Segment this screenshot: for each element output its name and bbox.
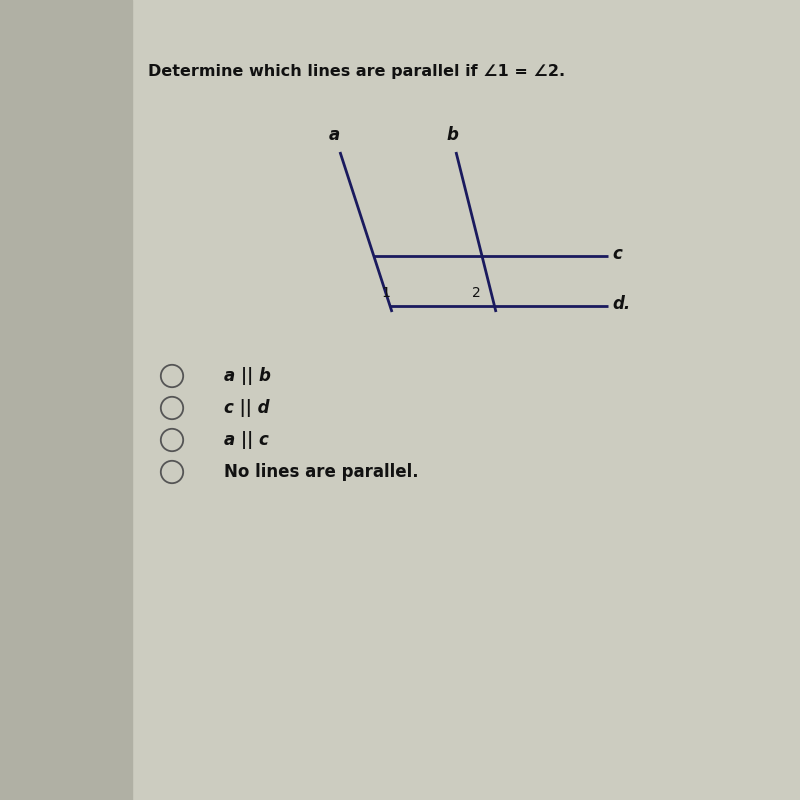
Text: 2: 2 [472,286,481,300]
Bar [0,0,132,800]
Text: 1: 1 [382,286,390,300]
Text: Determine which lines are parallel if ∠1 = ∠2.: Determine which lines are parallel if ∠1… [148,64,565,79]
Text: a: a [329,126,340,144]
Text: a || c: a || c [224,431,269,449]
Text: b: b [446,126,458,144]
Text: No lines are parallel.: No lines are parallel. [224,463,418,481]
Text: c: c [612,246,622,263]
Text: d.: d. [612,295,630,313]
Text: a || b: a || b [224,367,271,385]
Text: c || d: c || d [224,399,270,417]
